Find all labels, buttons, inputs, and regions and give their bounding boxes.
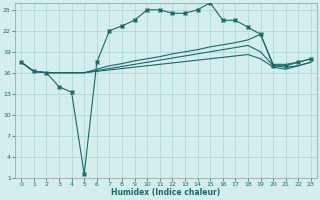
X-axis label: Humidex (Indice chaleur): Humidex (Indice chaleur) [111,188,221,197]
